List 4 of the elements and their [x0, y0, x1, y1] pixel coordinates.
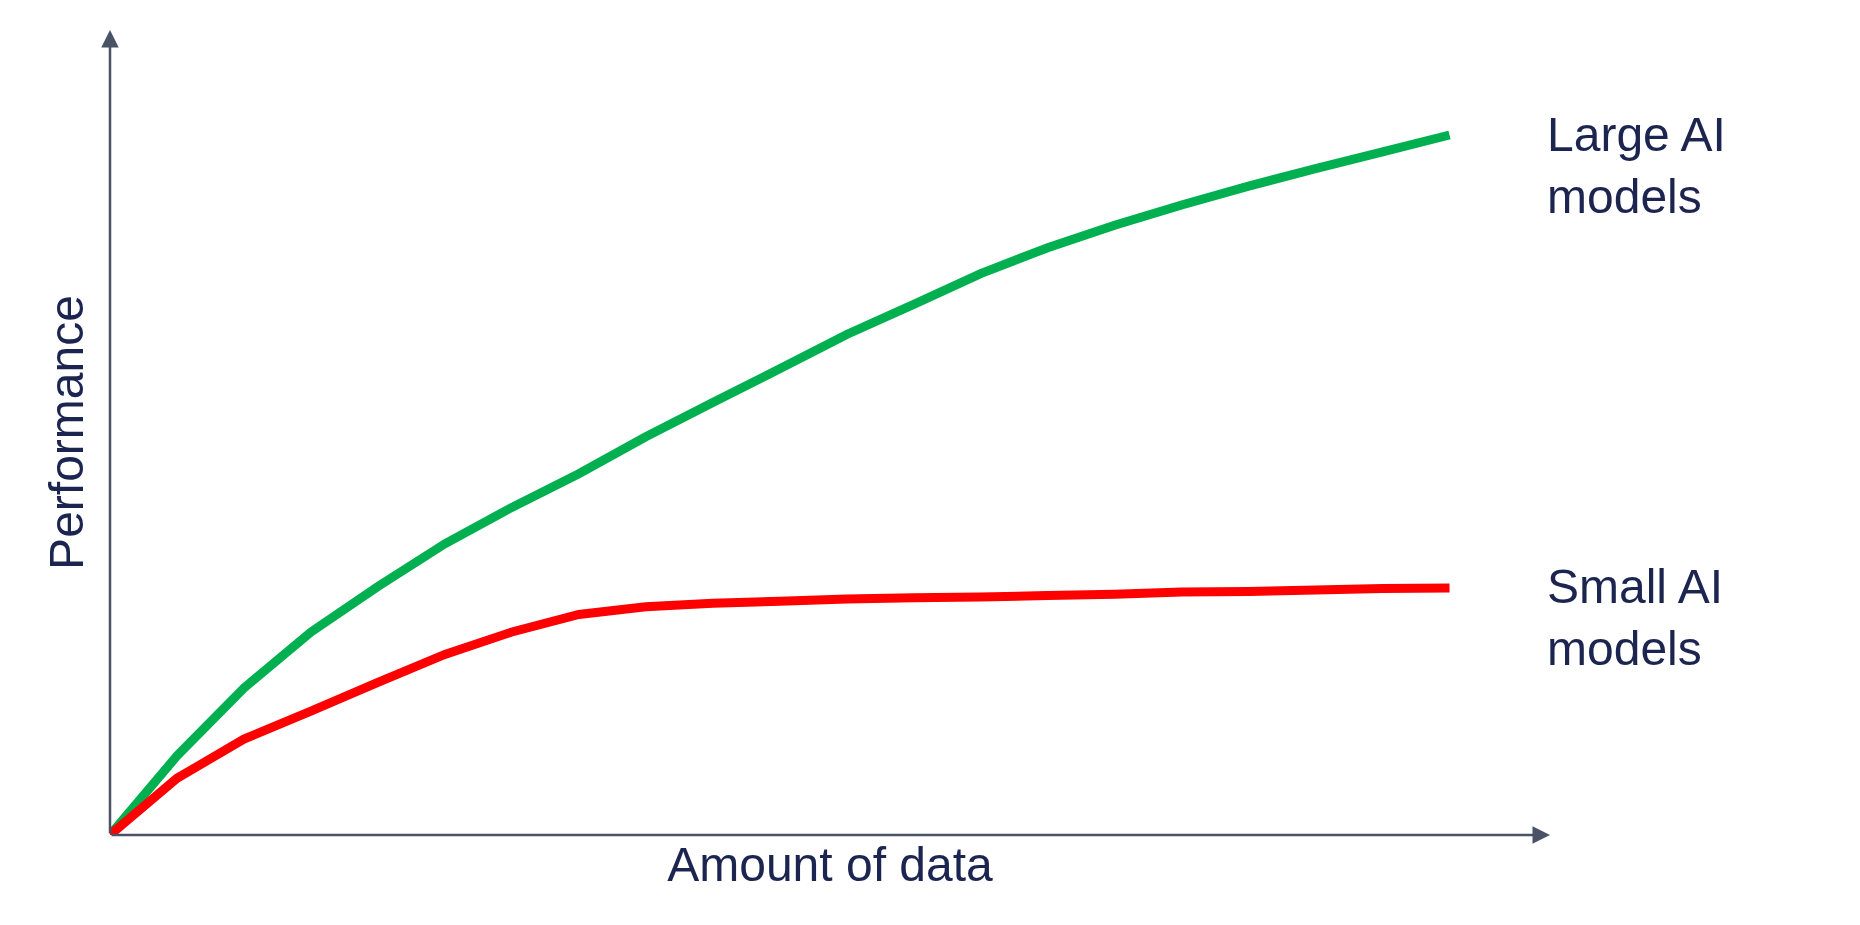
y-axis-title: Performance	[39, 295, 93, 570]
text: Large AI models	[1547, 108, 1726, 224]
x-axis-title: Amount of data	[667, 838, 994, 892]
text: Small AI models	[1547, 560, 1724, 676]
